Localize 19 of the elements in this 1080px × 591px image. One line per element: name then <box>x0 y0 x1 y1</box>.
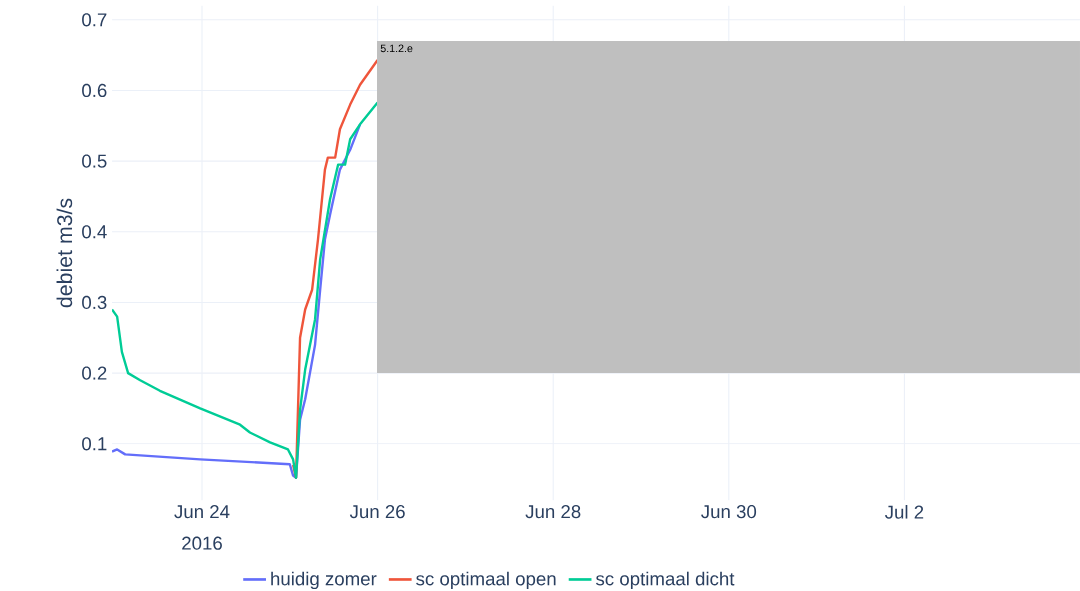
y-tick-label: 0.7 <box>82 13 107 27</box>
y-tick-label: 0.3 <box>82 295 107 310</box>
x-tick-label: Jun 24 <box>174 505 230 519</box>
y-tick-label: 0.2 <box>82 366 107 380</box>
y-axis-title: debiet m3/s <box>56 198 73 308</box>
y-tick-label: 0.5 <box>82 154 107 168</box>
text: 2016 <box>182 536 222 550</box>
y-tick-label: 0.1 <box>82 437 107 451</box>
y-tick-label: 0.6 <box>82 83 107 98</box>
x-tick-label: Jul 2 <box>884 505 924 519</box>
legend-label: huidig zomer <box>271 571 377 590</box>
x-tick-label: Jun 30 <box>701 505 757 519</box>
x-tick-label: Jun 26 <box>349 505 405 519</box>
line-series <box>291 58 379 479</box>
annotation: 5.1.2.e <box>380 44 413 53</box>
y-tick-label: 0.4 <box>82 225 107 239</box>
legend-label: sc optimaal open <box>416 571 556 590</box>
legend-label: sc optimaal dicht <box>596 571 735 590</box>
x-tick-label: Jun 28 <box>525 505 581 519</box>
